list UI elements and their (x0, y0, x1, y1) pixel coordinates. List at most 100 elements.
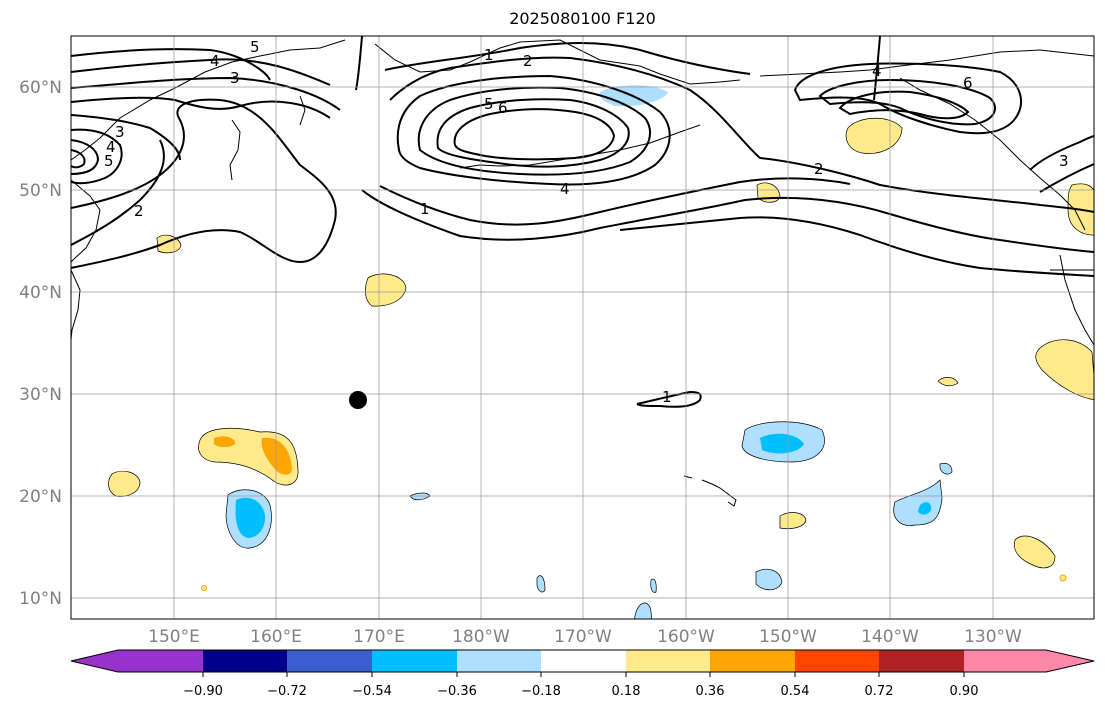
latitude-labels: 60°N 50°N 40°N 30°N 20°N 10°N (19, 78, 62, 609)
lon-label: 170°E (353, 627, 405, 647)
contour-label: 4 (560, 180, 570, 198)
contour-line (818, 78, 996, 126)
colorbar-tick-label: 0.72 (865, 684, 894, 699)
lat-label: 50°N (19, 181, 62, 201)
colorbar-segment (626, 650, 710, 672)
fill-negative-core (235, 497, 266, 538)
contour-line (71, 139, 100, 175)
coastline (374, 39, 741, 85)
colorbar: −0.90 −0.72 −0.54 −0.36 −0.18 0.18 0.36 … (70, 649, 1095, 699)
colorbar-segment (879, 650, 964, 672)
contour-line (71, 128, 123, 185)
lon-label: 130°W (964, 627, 1022, 647)
coastline (1059, 254, 1094, 346)
colorbar-segment (541, 650, 626, 672)
contour-line (873, 36, 881, 101)
colorbar-segment (203, 650, 287, 672)
fill-positive (108, 470, 141, 497)
colorbar-tick-label: −0.54 (352, 684, 392, 699)
contour-label: 4 (106, 138, 116, 156)
colorbar-tick-label: −0.72 (267, 684, 307, 699)
fill-positive (845, 117, 903, 154)
fill-negative (755, 568, 783, 591)
colorbar-segment (372, 650, 457, 672)
contour-label: 2 (523, 52, 533, 70)
contour-label: 1 (420, 200, 430, 218)
contour-label: 4 (872, 62, 882, 80)
fill-negative-core (918, 502, 932, 515)
colorbar-segment (457, 650, 541, 672)
contour-line (71, 114, 181, 161)
contour-label: 5 (250, 38, 260, 56)
lat-label: 10°N (19, 589, 62, 609)
fill-negative (939, 462, 953, 475)
contour-label: 1 (484, 46, 494, 64)
colorbar-tick-label: −0.90 (183, 684, 223, 699)
fill-positive (1014, 535, 1056, 569)
lon-label: 150°E (148, 627, 200, 647)
contour-line (436, 98, 630, 168)
colorbar-tick-label: −0.18 (521, 684, 561, 699)
contour-labels: 5 4 3 3 4 5 2 1 2 5 6 4 1 2 4 6 3 1 (104, 38, 1069, 406)
fill-positive (779, 512, 807, 530)
colorbar-extend-low (71, 650, 118, 672)
lat-label: 40°N (19, 283, 62, 303)
contour-line (838, 90, 970, 120)
contour-line (1039, 163, 1094, 193)
lon-label: 160°E (250, 627, 302, 647)
colorbar-extend-high (1046, 650, 1094, 672)
lon-label: 180°W (452, 627, 510, 647)
coastlines (71, 39, 1094, 507)
contour-line (379, 177, 851, 226)
lat-label: 30°N (19, 385, 62, 405)
lat-label: 60°N (19, 78, 62, 98)
contour-label: 5 (484, 95, 494, 113)
colorbar-tick-label: 0.36 (696, 684, 725, 699)
map-frame (70, 35, 1095, 620)
fill-negative (536, 575, 546, 593)
station-marker (349, 391, 367, 409)
colorbar-tick-label: 0.18 (612, 684, 641, 699)
contour-line (71, 76, 341, 111)
lon-label: 170°W (554, 627, 612, 647)
fill-negative (893, 479, 943, 526)
colorbar-tick-label: 0.90 (950, 684, 979, 699)
contour-line (417, 86, 651, 176)
contour-line (619, 216, 1094, 277)
colorbar-outline (70, 649, 1095, 673)
contour-label: 2 (814, 160, 824, 178)
fill-positive (365, 273, 407, 307)
contour-line (361, 189, 1094, 253)
fill-positive (937, 377, 959, 387)
contour-line (1029, 135, 1094, 171)
colorbar-segment (710, 650, 795, 672)
contour-line (396, 74, 671, 186)
map-title: 2025080100 F120 (509, 9, 656, 28)
colorbar-segment (795, 650, 879, 672)
coastline (71, 179, 101, 263)
contour-label: 1 (662, 388, 672, 406)
graticule (71, 36, 1094, 619)
fill-positive-core (214, 436, 236, 447)
lon-label: 160°W (657, 627, 715, 647)
fill-negative (650, 578, 657, 593)
contour-label: 5 (104, 152, 114, 170)
colorbar-segment (118, 650, 203, 672)
contour-line (71, 48, 271, 81)
fill-negative-core (760, 433, 804, 454)
contour-line (71, 98, 337, 269)
colorbar-segment (964, 650, 1046, 672)
fill-positive-core (261, 437, 292, 475)
contour-line (71, 149, 86, 169)
contour-line (71, 96, 331, 119)
lon-label: 150°W (759, 627, 817, 647)
colorbar-segment (287, 650, 372, 672)
contour-label: 6 (963, 74, 973, 92)
contour-line (636, 390, 702, 408)
contour-label: 3 (115, 123, 125, 141)
contour-label: 6 (498, 99, 508, 117)
fill-positive (1059, 574, 1067, 582)
lat-label: 20°N (19, 487, 62, 507)
contour-label: 3 (1059, 152, 1069, 170)
